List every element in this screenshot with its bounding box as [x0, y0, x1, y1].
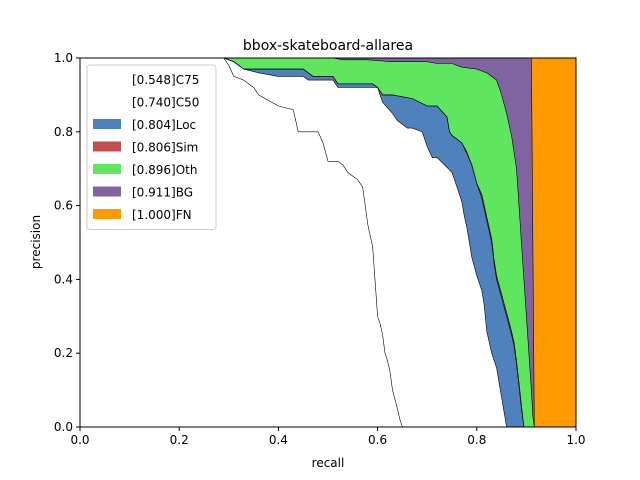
- legend-swatch: [93, 164, 121, 174]
- line-0-896-oth: [223, 58, 535, 427]
- axes: 0.0 0.2 0.4 0.6 0.8 1.0 0.0 0.2 0.4 0.6 0.8 1.0: [54, 51, 586, 447]
- legend-swatch: [93, 186, 121, 197]
- x-tick-label: 0.6: [368, 433, 387, 447]
- legend-label: [1.000]FN: [132, 208, 192, 222]
- x-tick-label: 0.2: [170, 433, 189, 447]
- x-tick-label: 0.4: [269, 433, 288, 447]
- legend-label: [0.548]C75: [132, 73, 199, 87]
- legend-label: [0.806]Sim: [132, 141, 198, 155]
- line-0-548-c75: [223, 58, 403, 427]
- legend-label: [0.896]Oth: [132, 163, 197, 177]
- y-tick-label: 1.0: [54, 51, 73, 65]
- y-tick-label: 0.0: [54, 420, 73, 434]
- y-axis-label: precision: [29, 215, 43, 269]
- x-axis-label: recall: [312, 456, 345, 470]
- x-tick-label: 1.0: [566, 433, 585, 447]
- legend-swatch: [93, 96, 121, 107]
- legend-swatch: [93, 141, 121, 152]
- y-tick-label: 0.2: [54, 346, 73, 360]
- x-tick-label: 0.0: [70, 433, 89, 447]
- legend: [0.548]C75 [0.740]C50 [0.804]Loc [0.806]Sim…: [86, 64, 217, 230]
- line-0-911-bg: [466, 58, 535, 427]
- legend-label: [0.804]Loc: [132, 118, 196, 132]
- legend-swatch: [93, 119, 121, 129]
- x-tick-label: 0.8: [467, 433, 486, 447]
- y-tick-label: 0.4: [54, 272, 73, 286]
- plot-frame: [79, 57, 577, 428]
- legend-swatch: [93, 74, 121, 84]
- y-tick-label: 0.8: [54, 125, 73, 139]
- legend-label: [0.911]BG: [132, 186, 193, 200]
- line-0-806-sim: [223, 58, 525, 427]
- y-tick-label: 0.6: [54, 199, 73, 213]
- area-1-000-fn: [531, 58, 576, 427]
- legend-label: [0.740]C50: [132, 96, 199, 110]
- line-0-740-c50: [223, 58, 507, 427]
- chart-title: bbox-skateboard-allarea: [243, 38, 413, 54]
- legend-swatch: [93, 209, 121, 219]
